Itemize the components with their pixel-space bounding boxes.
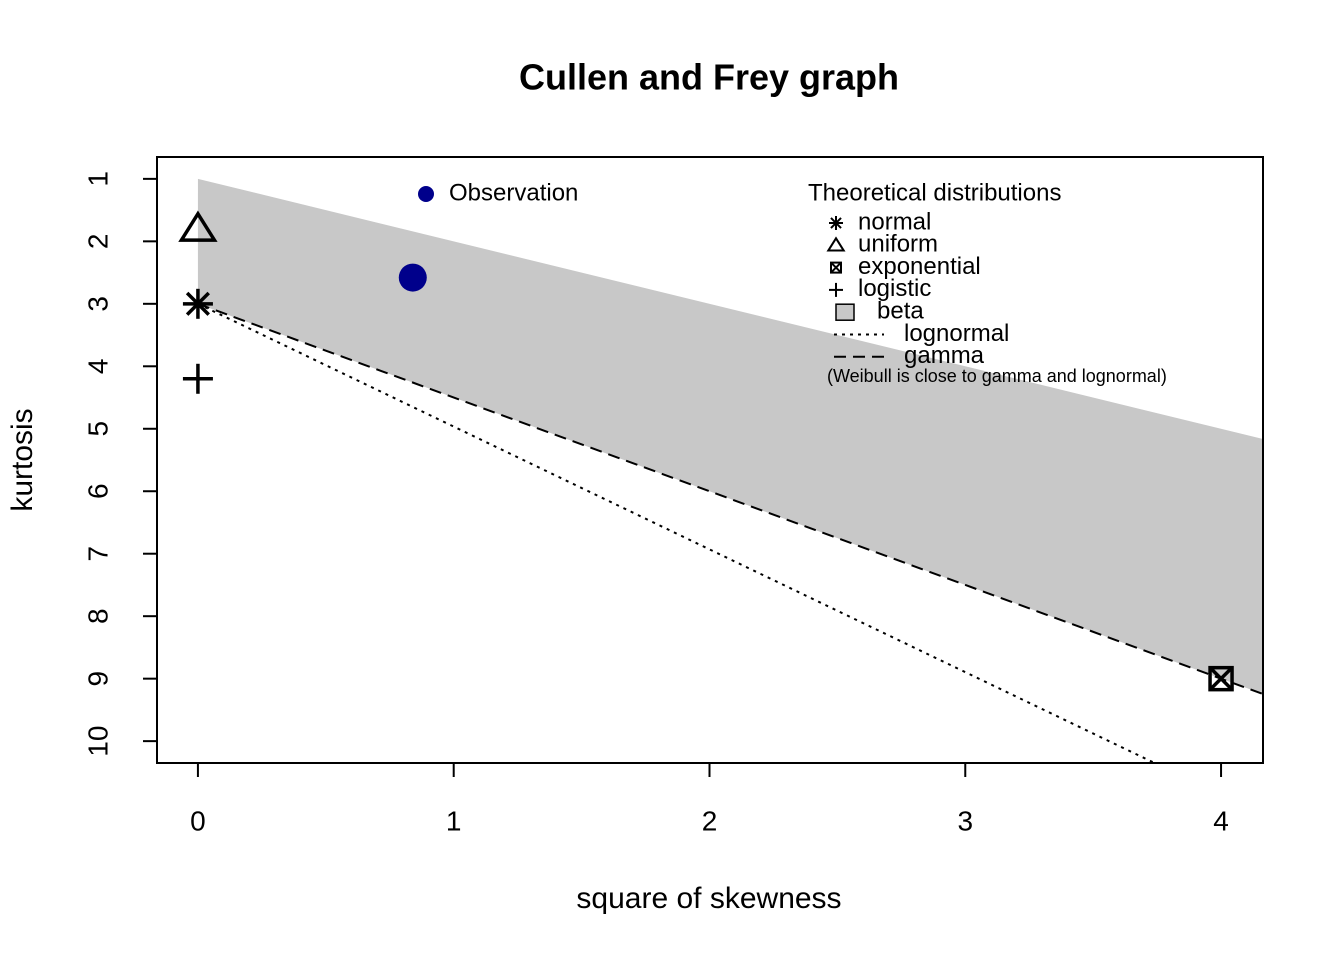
marker-boxed-x [1208,665,1234,692]
y-axis-label: kurtosis [6,408,39,511]
x-tick-label: 1 [446,805,462,836]
legend-label: logistic [858,275,931,302]
y-tick-label: 9 [82,671,113,687]
legend-label: gamma [904,342,985,369]
marker-stroke [826,236,846,252]
marker-triangle [826,236,846,252]
marker-asterisk [182,288,213,319]
marker-stroke [1208,665,1234,692]
x-tick-label: 2 [702,805,718,836]
y-tick-label: 4 [82,358,113,374]
y-tick-label: 1 [82,171,113,187]
marker-stroke [830,217,842,229]
marker-plus [182,363,213,394]
observation-point [398,263,427,292]
legend-symbol [418,186,434,202]
legend-title: Theoretical distributions [808,179,1061,206]
marker-plus [829,282,843,297]
y-tick-label: 6 [82,483,113,499]
x-tick-label: 4 [1213,805,1229,836]
legend-label: lognormal [904,320,1009,347]
marker-boxed-x [830,261,842,274]
beta-region [197,178,1263,695]
y-tick-label: 5 [82,421,113,437]
x-axis-label: square of skewness [576,882,841,915]
legend-label: normal [858,208,931,235]
y-tick-label: 10 [82,726,113,757]
marker-triangle [178,210,218,242]
marker-stroke [830,261,842,274]
x-tick-label: 0 [190,805,206,836]
legend-note: (Weibull is close to gamma and lognormal… [827,366,1167,386]
y-tick-label: 7 [82,546,113,562]
lognormal-line [197,302,1155,763]
y-tick-label: 2 [82,234,113,250]
marker-stroke [830,261,842,274]
legend-label: exponential [858,253,981,280]
legend-label: beta [877,298,924,325]
marker-stroke [1208,666,1234,691]
plot-area [197,178,1263,763]
y-tick-label: 8 [82,608,113,624]
x-tick-label: 3 [957,805,973,836]
marker-asterisk [829,216,843,230]
chart-title: Cullen and Frey graph [519,57,899,98]
legend-symbol [835,303,855,321]
legend-label: uniform [858,231,938,258]
marker-stroke [185,291,210,316]
y-tick-label: 3 [82,296,113,312]
marker-stroke [178,210,218,242]
legend-label: Observation [449,179,578,206]
